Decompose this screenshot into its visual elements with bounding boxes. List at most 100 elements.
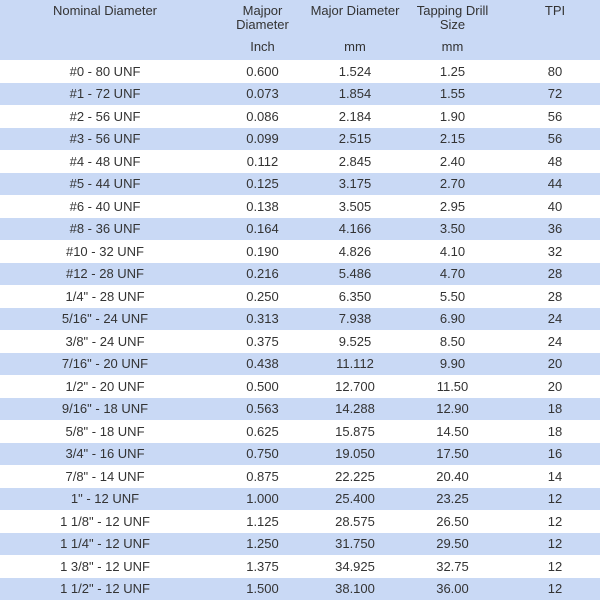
table-row: #12 - 28 UNF 0.216 5.486 4.70 28 <box>0 262 600 285</box>
table-cell: 12.90 <box>436 401 469 417</box>
table-cell: 0.500 <box>246 378 279 394</box>
table-cell: 9/16" - 18 UNF <box>61 401 149 417</box>
table-cell: 32 <box>547 243 563 259</box>
table-row: 1 1/2" - 12 UNF 1.500 38.100 36.00 12 <box>0 577 600 600</box>
table-cell: 31.750 <box>335 536 375 552</box>
table-cell: 28.575 <box>335 513 375 529</box>
table-cell: 16 <box>547 446 563 462</box>
table-row: 1/4" - 28 UNF 0.250 6.350 5.50 28 <box>0 285 600 308</box>
column-unit: mm <box>441 39 464 54</box>
table-cell: 1.375 <box>246 558 279 574</box>
table-cell: 3.505 <box>338 198 372 214</box>
table-cell: #2 - 56 UNF <box>69 108 141 124</box>
table-cell: 0.073 <box>246 86 279 102</box>
table-cell: 12 <box>547 558 563 574</box>
table-row: #0 - 80 UNF 0.600 1.524 1.25 80 <box>0 60 600 83</box>
table-row: 3/4" - 16 UNF 0.750 19.050 17.50 16 <box>0 442 600 465</box>
header-cell: Majpor Diameter Inch <box>210 0 315 60</box>
header-cell: Major Diameter mm <box>311 0 400 60</box>
table-cell: 0.164 <box>246 221 279 237</box>
table-row: #3 - 56 UNF 0.099 2.515 2.15 56 <box>0 127 600 150</box>
table-cell: 12 <box>547 491 563 507</box>
column-title: Tapping Drill Size <box>416 3 489 32</box>
table-cell: 23.25 <box>436 491 469 507</box>
table-cell: 0.138 <box>246 198 279 214</box>
table-cell: 22.225 <box>335 468 375 484</box>
table-cell: 2.40 <box>439 153 466 169</box>
table-cell: 11.50 <box>436 378 469 394</box>
table-cell: 24 <box>547 333 563 349</box>
table-row: #5 - 44 UNF 0.125 3.175 2.70 44 <box>0 172 600 195</box>
column-title: TPI <box>544 3 566 18</box>
header-cell: Tapping Drill Size mm <box>395 0 510 60</box>
table-row: 9/16" - 18 UNF 0.563 14.288 12.90 18 <box>0 397 600 420</box>
table-cell: 4.70 <box>439 266 466 282</box>
table-cell: 6.350 <box>338 288 372 304</box>
table-cell: #0 - 80 UNF <box>69 63 141 79</box>
table-cell: 56 <box>547 108 563 124</box>
table-cell: 2.15 <box>439 131 466 147</box>
table-cell: 0.313 <box>246 311 279 327</box>
table-cell: 12.700 <box>335 378 375 394</box>
table-cell: 0.216 <box>246 266 279 282</box>
table-cell: 28 <box>547 266 563 282</box>
table-cell: #8 - 36 UNF <box>69 221 141 237</box>
table-cell: #1 - 72 UNF <box>69 86 141 102</box>
table-cell: 0.125 <box>246 176 279 192</box>
table-header: Nominal Diameter Majpor Diameter Inch Major… <box>0 0 600 60</box>
table-row: #10 - 32 UNF 0.190 4.826 4.10 32 <box>0 240 600 263</box>
header-cell: Nominal Diameter <box>0 0 210 60</box>
table-cell: 3/4" - 16 UNF <box>65 446 145 462</box>
table-cell: 36.00 <box>436 581 469 597</box>
table-cell: 2.70 <box>439 176 466 192</box>
table-cell: 20.40 <box>436 468 469 484</box>
table-cell: 25.400 <box>335 491 375 507</box>
table-cell: 20 <box>547 378 563 394</box>
table-cell: 7/16" - 20 UNF <box>61 356 149 372</box>
table-cell: 3.175 <box>338 176 372 192</box>
table-cell: 1.854 <box>338 86 372 102</box>
table-cell: 29.50 <box>436 536 469 552</box>
table-cell: 5/8" - 18 UNF <box>65 423 145 439</box>
table-cell: 80 <box>547 63 563 79</box>
table-cell: 3/8" - 24 UNF <box>65 333 145 349</box>
table-cell: 5.50 <box>439 288 466 304</box>
table-cell: 0.875 <box>246 468 279 484</box>
table-row: 3/8" - 24 UNF 0.375 9.525 8.50 24 <box>0 330 600 353</box>
table-row: 1 3/8" - 12 UNF 1.375 34.925 32.75 12 <box>0 555 600 578</box>
table-cell: 1/2" - 20 UNF <box>65 378 145 394</box>
table-cell: 3.50 <box>439 221 466 237</box>
table-cell: 2.184 <box>338 108 372 124</box>
table-cell: 14.288 <box>335 401 375 417</box>
table-cell: 32.75 <box>436 558 469 574</box>
table-cell: 1 1/4" - 12 UNF <box>60 536 150 552</box>
table-cell: 56 <box>547 131 563 147</box>
column-title: Major Diameter <box>310 3 400 18</box>
table-cell: 1 1/8" - 12 UNF <box>60 513 150 529</box>
table-cell: 1.524 <box>338 63 372 79</box>
table-cell: 72 <box>547 86 563 102</box>
table-cell: 34.925 <box>335 558 375 574</box>
table-row: 7/8" - 14 UNF 0.875 22.225 20.40 14 <box>0 465 600 488</box>
table-cell: 0.099 <box>246 131 279 147</box>
table-row: 7/16" - 20 UNF 0.438 11.112 9.90 20 <box>0 352 600 375</box>
table-row: #4 - 48 UNF 0.112 2.845 2.40 48 <box>0 150 600 173</box>
table-cell: #4 - 48 UNF <box>69 153 141 169</box>
table-cell: 2.845 <box>338 153 372 169</box>
table-cell: 0.750 <box>246 446 279 462</box>
column-unit: Inch <box>250 39 275 54</box>
table-cell: 7.938 <box>338 311 372 327</box>
table-cell: 0.250 <box>246 288 279 304</box>
table-cell: 28 <box>547 288 563 304</box>
table-cell: 1" - 12 UNF <box>70 491 140 507</box>
table-cell: 14.50 <box>436 423 469 439</box>
table-cell: 2.515 <box>338 131 372 147</box>
table-cell: 17.50 <box>436 446 469 462</box>
table-cell: 9.90 <box>439 356 466 372</box>
column-title: Majpor Diameter <box>236 3 289 32</box>
table-cell: 48 <box>547 153 563 169</box>
table-cell: 0.112 <box>246 153 279 169</box>
table-row: 1 1/4" - 12 UNF 1.250 31.750 29.50 12 <box>0 532 600 555</box>
